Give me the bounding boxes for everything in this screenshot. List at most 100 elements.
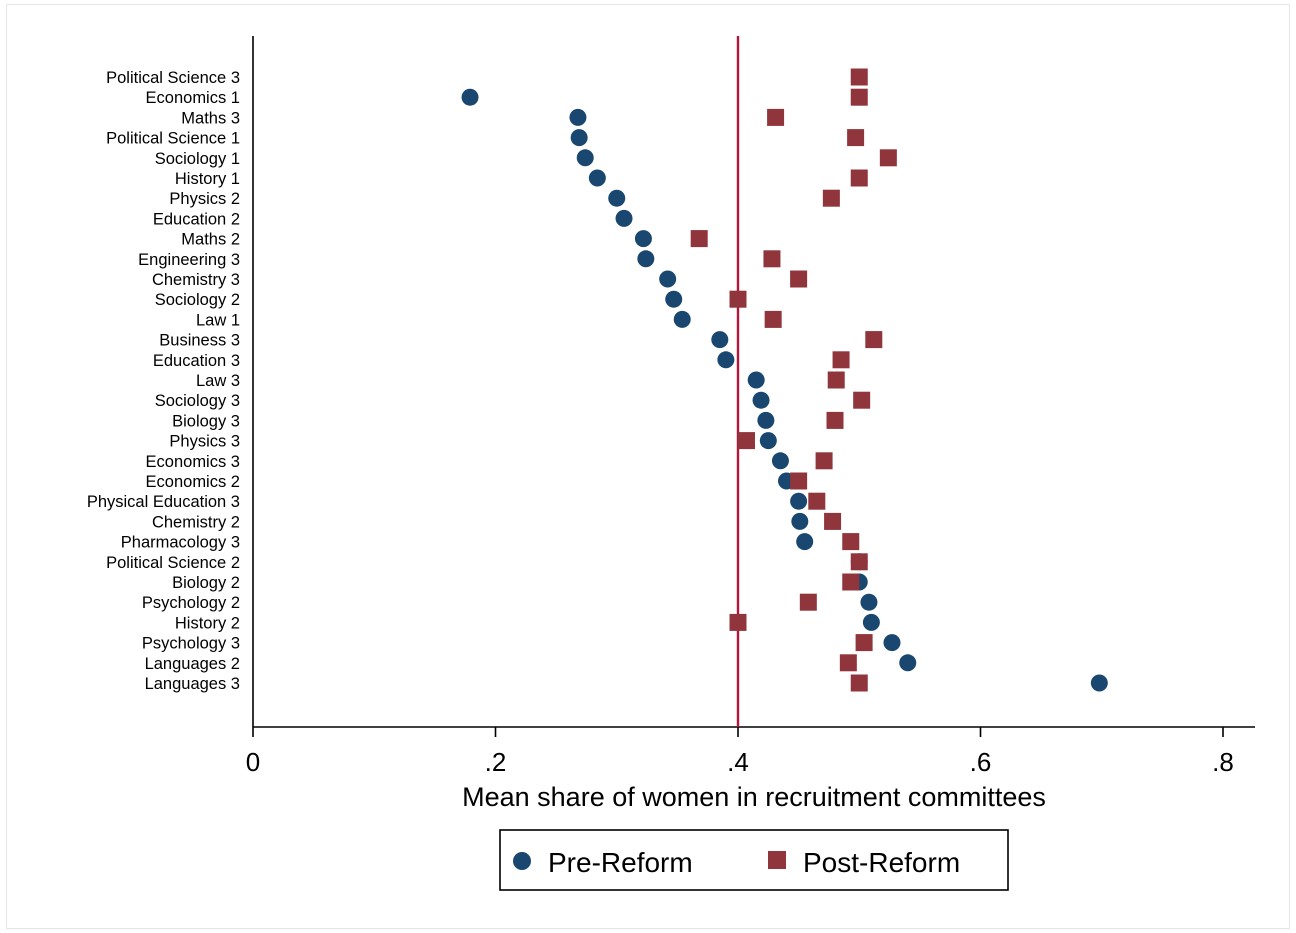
legend-pre-reform-marker [513,852,531,870]
pre-reform-point [759,432,777,450]
post-reform-point [855,634,873,652]
post-reform-point [850,68,868,86]
category-label: History 1 [175,170,240,188]
post-reform-point [729,290,747,308]
category-label: Political Science 2 [106,554,240,572]
post-reform-point [850,553,868,571]
post-reform-point [824,512,842,530]
category-labels: Political Science 3 Economics 1 Maths 3 Pol… [87,69,240,693]
post-reform-point [729,613,747,631]
category-label: Physics 2 [169,190,240,208]
category-label: Psychology 3 [142,635,240,653]
post-reform-point [850,169,868,187]
pre-reform-point [615,209,633,227]
pre-reform-point [461,88,479,106]
pre-reform-point [608,189,626,207]
pre-reform-point [747,371,765,389]
pre-reform-point [659,270,677,288]
pre-reform-point [569,108,587,126]
pre-reform-point [790,492,808,510]
legend-post-reform-marker [768,851,786,869]
pre-reform-point [862,613,880,631]
category-label: Economics 3 [146,453,240,471]
category-label: Political Science 3 [106,69,240,87]
category-label: Languages 2 [145,655,240,673]
pre-reform-point [796,533,814,551]
pre-reform-point [711,331,729,349]
category-label: Economics 1 [146,89,240,107]
x-axis-title: Mean share of women in recruitment commi… [462,782,1046,812]
pre-reform-point [637,250,655,268]
post-reform-point [879,149,897,167]
pre-reform-point [576,149,594,167]
pre-reform-point [771,452,789,470]
legend-post-reform-label: Post-Reform [803,847,960,878]
pre-reform-point [717,351,735,369]
post-reform-point [790,270,808,288]
post-reform-point [850,88,868,106]
post-reform-point [842,533,860,551]
pre-reform-point [791,512,809,530]
post-reform-point [842,573,860,591]
pre-reform-point [752,391,770,409]
category-label: Physical Education 3 [87,493,240,511]
post-reform-point [822,189,840,207]
pre-reform-markers [461,88,1108,692]
pre-reform-point [570,129,588,147]
category-label: Law 3 [196,372,240,390]
pre-reform-point [1090,674,1108,692]
x-tick-label: .6 [970,747,992,777]
post-reform-point [799,593,817,611]
post-reform-point [839,654,857,672]
post-reform-point [690,230,708,248]
x-ticks: 0 .2 .4 .6 .8 [246,727,1234,777]
category-label: Biology 3 [172,412,240,430]
pre-reform-point [757,411,775,429]
post-reform-markers [690,68,897,692]
pre-reform-point [899,654,917,672]
post-reform-point [737,432,755,450]
category-label: Economics 2 [146,473,240,491]
category-label: Languages 3 [145,675,240,693]
post-reform-point [790,472,808,490]
pre-reform-point [588,169,606,187]
category-label: Education 3 [153,352,240,370]
post-reform-point [853,391,871,409]
pre-reform-point [673,310,691,328]
axes [252,36,1255,728]
pre-reform-point [860,593,878,611]
category-label: Physics 3 [169,433,240,451]
chart-frame [6,4,1290,929]
category-label: Sociology 2 [155,291,240,309]
category-label: Biology 2 [172,574,240,592]
pre-reform-point [634,230,652,248]
pre-reform-point [883,634,901,652]
post-reform-point [763,250,781,268]
post-reform-point [847,129,865,147]
legend: Pre-Reform Post-Reform [499,829,1009,891]
post-reform-point [850,674,868,692]
category-label: Pharmacology 3 [121,534,240,552]
category-label: Sociology 3 [155,392,240,410]
post-reform-point [767,108,785,126]
category-label: Business 3 [159,332,240,350]
category-label: Law 1 [196,311,240,329]
x-tick-label: 0 [246,747,260,777]
pre-reform-point [665,290,683,308]
post-reform-point [826,411,844,429]
post-reform-point [827,371,845,389]
category-label: Psychology 2 [142,594,240,612]
legend-box [499,829,1009,891]
x-tick-label: .8 [1212,747,1234,777]
category-label: Maths 2 [181,231,240,249]
category-label: Chemistry 2 [152,513,240,531]
category-label: Maths 3 [181,109,240,127]
category-label: Political Science 1 [106,130,240,148]
x-tick-label: .2 [485,747,507,777]
legend-pre-reform-label: Pre-Reform [548,847,693,878]
post-reform-point [815,452,833,470]
post-reform-point [865,331,883,349]
post-reform-point [764,310,782,328]
category-label: Engineering 3 [138,251,240,269]
